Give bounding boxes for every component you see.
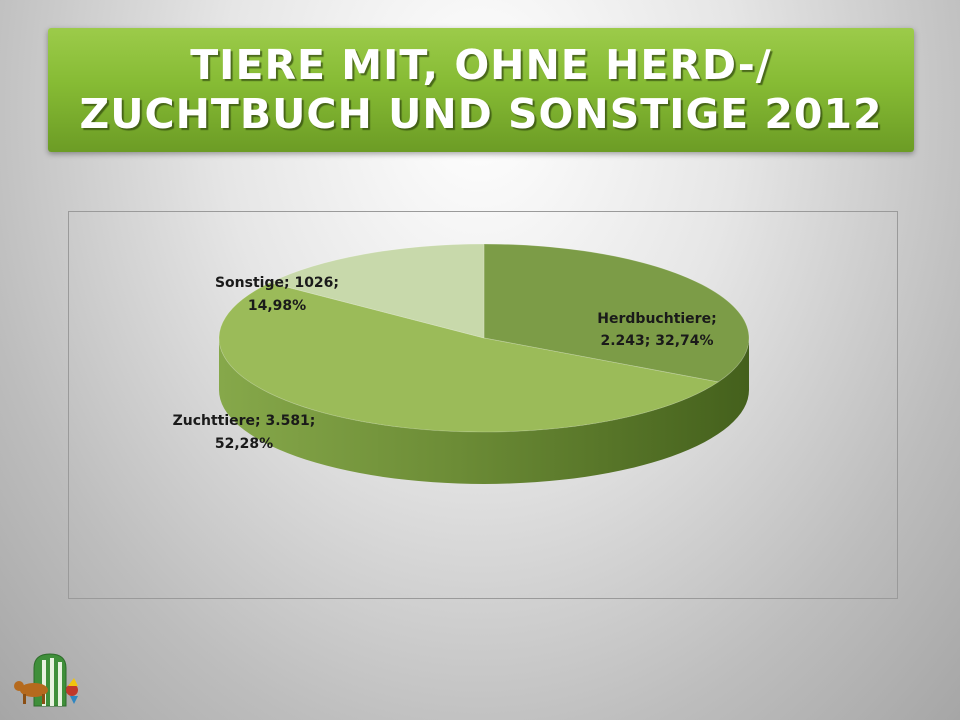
data-label-herdbuchtiere-line2: 2.243; 32,74% [600, 333, 713, 349]
title-line-2: ZUCHTBUCH UND SONSTIGE 2012 [79, 90, 883, 138]
title-reflection-line-2: ZUCHTBUCH UND SONSTIGE 2012 [48, 201, 914, 208]
title-line-1: TIERE MIT, OHNE HERD-/ [190, 41, 772, 89]
title-reflection-text: TIERE MIT, OHNE HERD-/ ZUCHTBUCH UND SON… [48, 201, 914, 208]
data-label-sonstige-line1: Sonstige; 1026; [215, 275, 339, 291]
title-banner: TIERE MIT, OHNE HERD-/ ZUCHTBUCH UND SON… [48, 28, 914, 152]
data-label-zuchttiere-line1: Zuchttiere; 3.581; [173, 413, 316, 429]
data-label-zuchttiere-line2: 52,28% [215, 436, 273, 452]
title-reflection: TIERE MIT, OHNE HERD-/ ZUCHTBUCH UND SON… [48, 152, 914, 208]
pie-slice-herdbuchtiere [483, 243, 750, 383]
chart-title: TIERE MIT, OHNE HERD-/ ZUCHTBUCH UND SON… [79, 41, 882, 139]
pie-side-wall [219, 338, 749, 484]
chart-area: Herdbuchtiere; 2.243; 32,74% Zuchttiere; 3… [68, 211, 898, 599]
data-label-herdbuchtiere-line1: Herdbuchtiere; [597, 311, 716, 327]
pie-chart: Herdbuchtiere; 2.243; 32,74% Zuchttiere; 3… [173, 243, 750, 484]
data-label-sonstige-line2: 14,98% [248, 298, 306, 314]
cow-and-rooster-logo-icon [14, 653, 78, 707]
pie-slice-zuchttiere [218, 282, 720, 433]
pie-slice-sonstige [268, 243, 485, 339]
